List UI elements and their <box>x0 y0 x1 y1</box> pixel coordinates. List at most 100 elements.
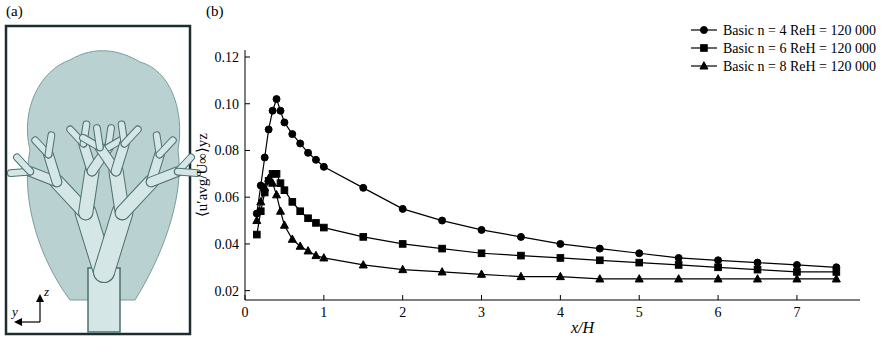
series-marker <box>597 257 604 264</box>
y-axis-title: ⟨u′avg/U∞⟩yz <box>194 133 210 217</box>
series-marker <box>289 199 296 206</box>
series-marker <box>478 226 485 233</box>
series-marker <box>273 171 280 178</box>
series-marker <box>439 217 446 224</box>
y-tick-label: 0.06 <box>215 190 240 205</box>
branch <box>151 172 178 182</box>
series-marker <box>793 275 801 282</box>
branch-outline <box>151 172 178 182</box>
branch-outline <box>160 140 173 154</box>
legend-marker <box>701 45 708 52</box>
panel-frame <box>6 26 190 334</box>
x-tick <box>402 295 403 300</box>
branch <box>97 128 100 147</box>
series-marker <box>478 250 485 257</box>
branch-outline <box>97 128 100 147</box>
triad-label: z <box>43 284 49 299</box>
series-marker <box>399 241 406 248</box>
y-tick-label: 0.10 <box>215 97 240 112</box>
series-marker <box>288 235 296 242</box>
series-marker <box>320 254 328 261</box>
series-marker <box>754 275 762 282</box>
series-marker <box>261 184 269 191</box>
branch-outline <box>124 129 137 143</box>
y-tick <box>245 243 250 244</box>
branch <box>48 135 51 154</box>
series-marker <box>636 250 643 257</box>
y-tick <box>245 290 250 291</box>
y-axis <box>245 50 246 300</box>
series-marker <box>518 252 525 259</box>
y-tick <box>245 57 250 58</box>
x-tick <box>639 295 640 300</box>
triad-arrowhead <box>36 294 44 302</box>
series-marker <box>321 224 328 231</box>
legend-label: Basic n = 8 ReH = 120 000 <box>723 59 876 74</box>
branch <box>104 213 122 272</box>
x-tick <box>560 295 561 300</box>
y-tick-label: 0.04 <box>215 237 240 252</box>
x-tick <box>323 295 324 300</box>
series-marker <box>359 261 367 268</box>
branch-outline <box>48 155 56 182</box>
legend-marker <box>700 27 707 34</box>
branch-outline <box>17 157 30 171</box>
series-marker <box>556 272 564 279</box>
x-tick-label: 0 <box>242 305 249 320</box>
panel-letter: (a) <box>6 3 23 20</box>
tree-illustration <box>11 51 197 332</box>
series-marker <box>517 272 525 279</box>
x-tick-label: 2 <box>399 305 406 320</box>
x-tick-label: 4 <box>557 305 564 320</box>
series-marker <box>439 245 446 252</box>
series-marker <box>596 245 603 252</box>
branch-outline <box>48 135 51 154</box>
series-marker <box>793 261 800 268</box>
series-line <box>257 99 837 267</box>
x-tick-label: 7 <box>793 305 800 320</box>
series-marker <box>281 187 288 194</box>
series-marker <box>305 215 312 222</box>
series-marker <box>276 207 284 214</box>
series-marker <box>269 107 276 114</box>
x-tick-label: 5 <box>636 305 643 320</box>
series-marker <box>478 270 486 277</box>
series-marker <box>360 184 367 191</box>
series-marker <box>320 163 327 170</box>
series-marker <box>635 275 643 282</box>
legend: Basic n = 4 ReH = 120 000Basic n = 6 ReH… <box>691 23 876 74</box>
legend-label: Basic n = 6 ReH = 120 000 <box>723 41 876 56</box>
y-tick <box>245 197 250 198</box>
x-axis-title: x/H <box>570 319 596 336</box>
branch <box>122 182 151 213</box>
series-marker <box>289 131 296 138</box>
series-marker <box>675 262 682 269</box>
branch <box>17 157 30 171</box>
series-marker <box>273 191 281 198</box>
series-marker <box>312 251 320 258</box>
x-tick <box>245 295 246 300</box>
y-tick <box>245 103 250 104</box>
x-tick-label: 3 <box>478 305 485 320</box>
series-marker <box>754 266 761 273</box>
series-marker <box>754 259 761 266</box>
series-marker <box>517 233 524 240</box>
series-marker <box>596 275 604 282</box>
series-marker <box>636 259 643 266</box>
series-marker <box>265 126 272 133</box>
series-marker <box>273 96 280 103</box>
series-marker <box>360 234 367 241</box>
series-marker <box>257 198 265 205</box>
x-tick <box>481 295 482 300</box>
branch-outline <box>116 144 124 171</box>
y-tick-label: 0.02 <box>215 284 240 299</box>
x-tick-label: 6 <box>715 305 722 320</box>
series-marker <box>281 119 288 126</box>
series-marker <box>557 255 564 262</box>
branch-outline <box>122 182 151 213</box>
triad-label: y <box>10 304 18 319</box>
series-marker <box>277 107 284 114</box>
x-tick <box>718 295 719 300</box>
figure: (a)zy(b)012345670.020.040.060.080.100.12… <box>0 0 882 341</box>
panel-letter: (b) <box>206 3 224 20</box>
